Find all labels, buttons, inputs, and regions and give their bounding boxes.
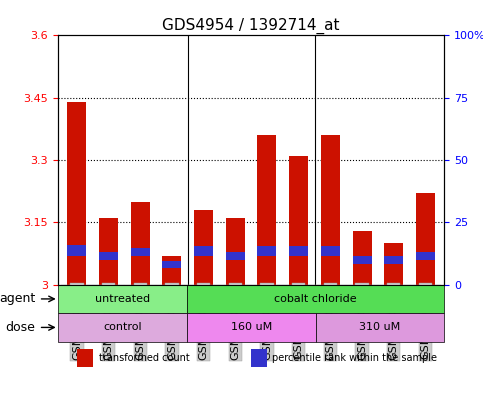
Bar xyxy=(99,252,118,260)
Text: GSM1240494: GSM1240494 xyxy=(230,285,241,360)
Bar xyxy=(162,261,182,268)
Text: 160 uM: 160 uM xyxy=(230,322,272,332)
Text: untreated: untreated xyxy=(95,294,150,304)
Bar xyxy=(416,252,435,260)
Text: control: control xyxy=(103,322,142,332)
Text: GSM1240497: GSM1240497 xyxy=(262,285,272,360)
Text: agent: agent xyxy=(0,292,35,305)
Text: GSM1240500: GSM1240500 xyxy=(294,285,304,359)
Bar xyxy=(321,246,340,255)
Text: GSM1240490: GSM1240490 xyxy=(72,285,82,360)
Bar xyxy=(251,349,267,367)
Bar xyxy=(194,246,213,255)
Text: percentile rank within the sample: percentile rank within the sample xyxy=(272,353,438,363)
FancyBboxPatch shape xyxy=(58,285,187,313)
Bar xyxy=(226,252,245,260)
Title: GDS4954 / 1392714_at: GDS4954 / 1392714_at xyxy=(162,18,340,34)
Bar xyxy=(384,243,403,285)
Text: GSM1240499: GSM1240499 xyxy=(167,285,177,360)
Text: GSM1240492: GSM1240492 xyxy=(326,285,335,360)
Bar xyxy=(162,255,182,285)
Bar xyxy=(131,202,150,285)
Bar xyxy=(131,248,150,255)
Bar xyxy=(289,156,308,285)
FancyBboxPatch shape xyxy=(187,313,315,342)
Text: GSM1240501: GSM1240501 xyxy=(420,285,430,359)
FancyBboxPatch shape xyxy=(187,285,444,313)
Bar xyxy=(353,256,371,264)
Text: GSM1240493: GSM1240493 xyxy=(104,285,114,360)
Bar xyxy=(321,135,340,285)
FancyBboxPatch shape xyxy=(58,313,187,342)
Text: transformed count: transformed count xyxy=(99,353,189,363)
Text: GSM1240495: GSM1240495 xyxy=(357,285,367,360)
Text: GSM1240496: GSM1240496 xyxy=(135,285,145,360)
Bar xyxy=(68,102,86,285)
Bar xyxy=(384,256,403,264)
Bar xyxy=(68,245,86,255)
Text: cobalt chloride: cobalt chloride xyxy=(274,294,357,304)
Text: 310 uM: 310 uM xyxy=(359,322,400,332)
Bar xyxy=(194,210,213,285)
Text: dose: dose xyxy=(5,321,35,334)
Text: GSM1240491: GSM1240491 xyxy=(199,285,209,360)
FancyBboxPatch shape xyxy=(315,313,444,342)
Bar xyxy=(416,193,435,285)
Bar xyxy=(257,135,276,285)
Bar xyxy=(289,246,308,255)
Bar xyxy=(77,349,93,367)
Bar xyxy=(353,231,371,285)
Bar xyxy=(257,246,276,255)
Bar xyxy=(99,218,118,285)
Text: GSM1240498: GSM1240498 xyxy=(389,285,398,360)
Bar xyxy=(226,218,245,285)
